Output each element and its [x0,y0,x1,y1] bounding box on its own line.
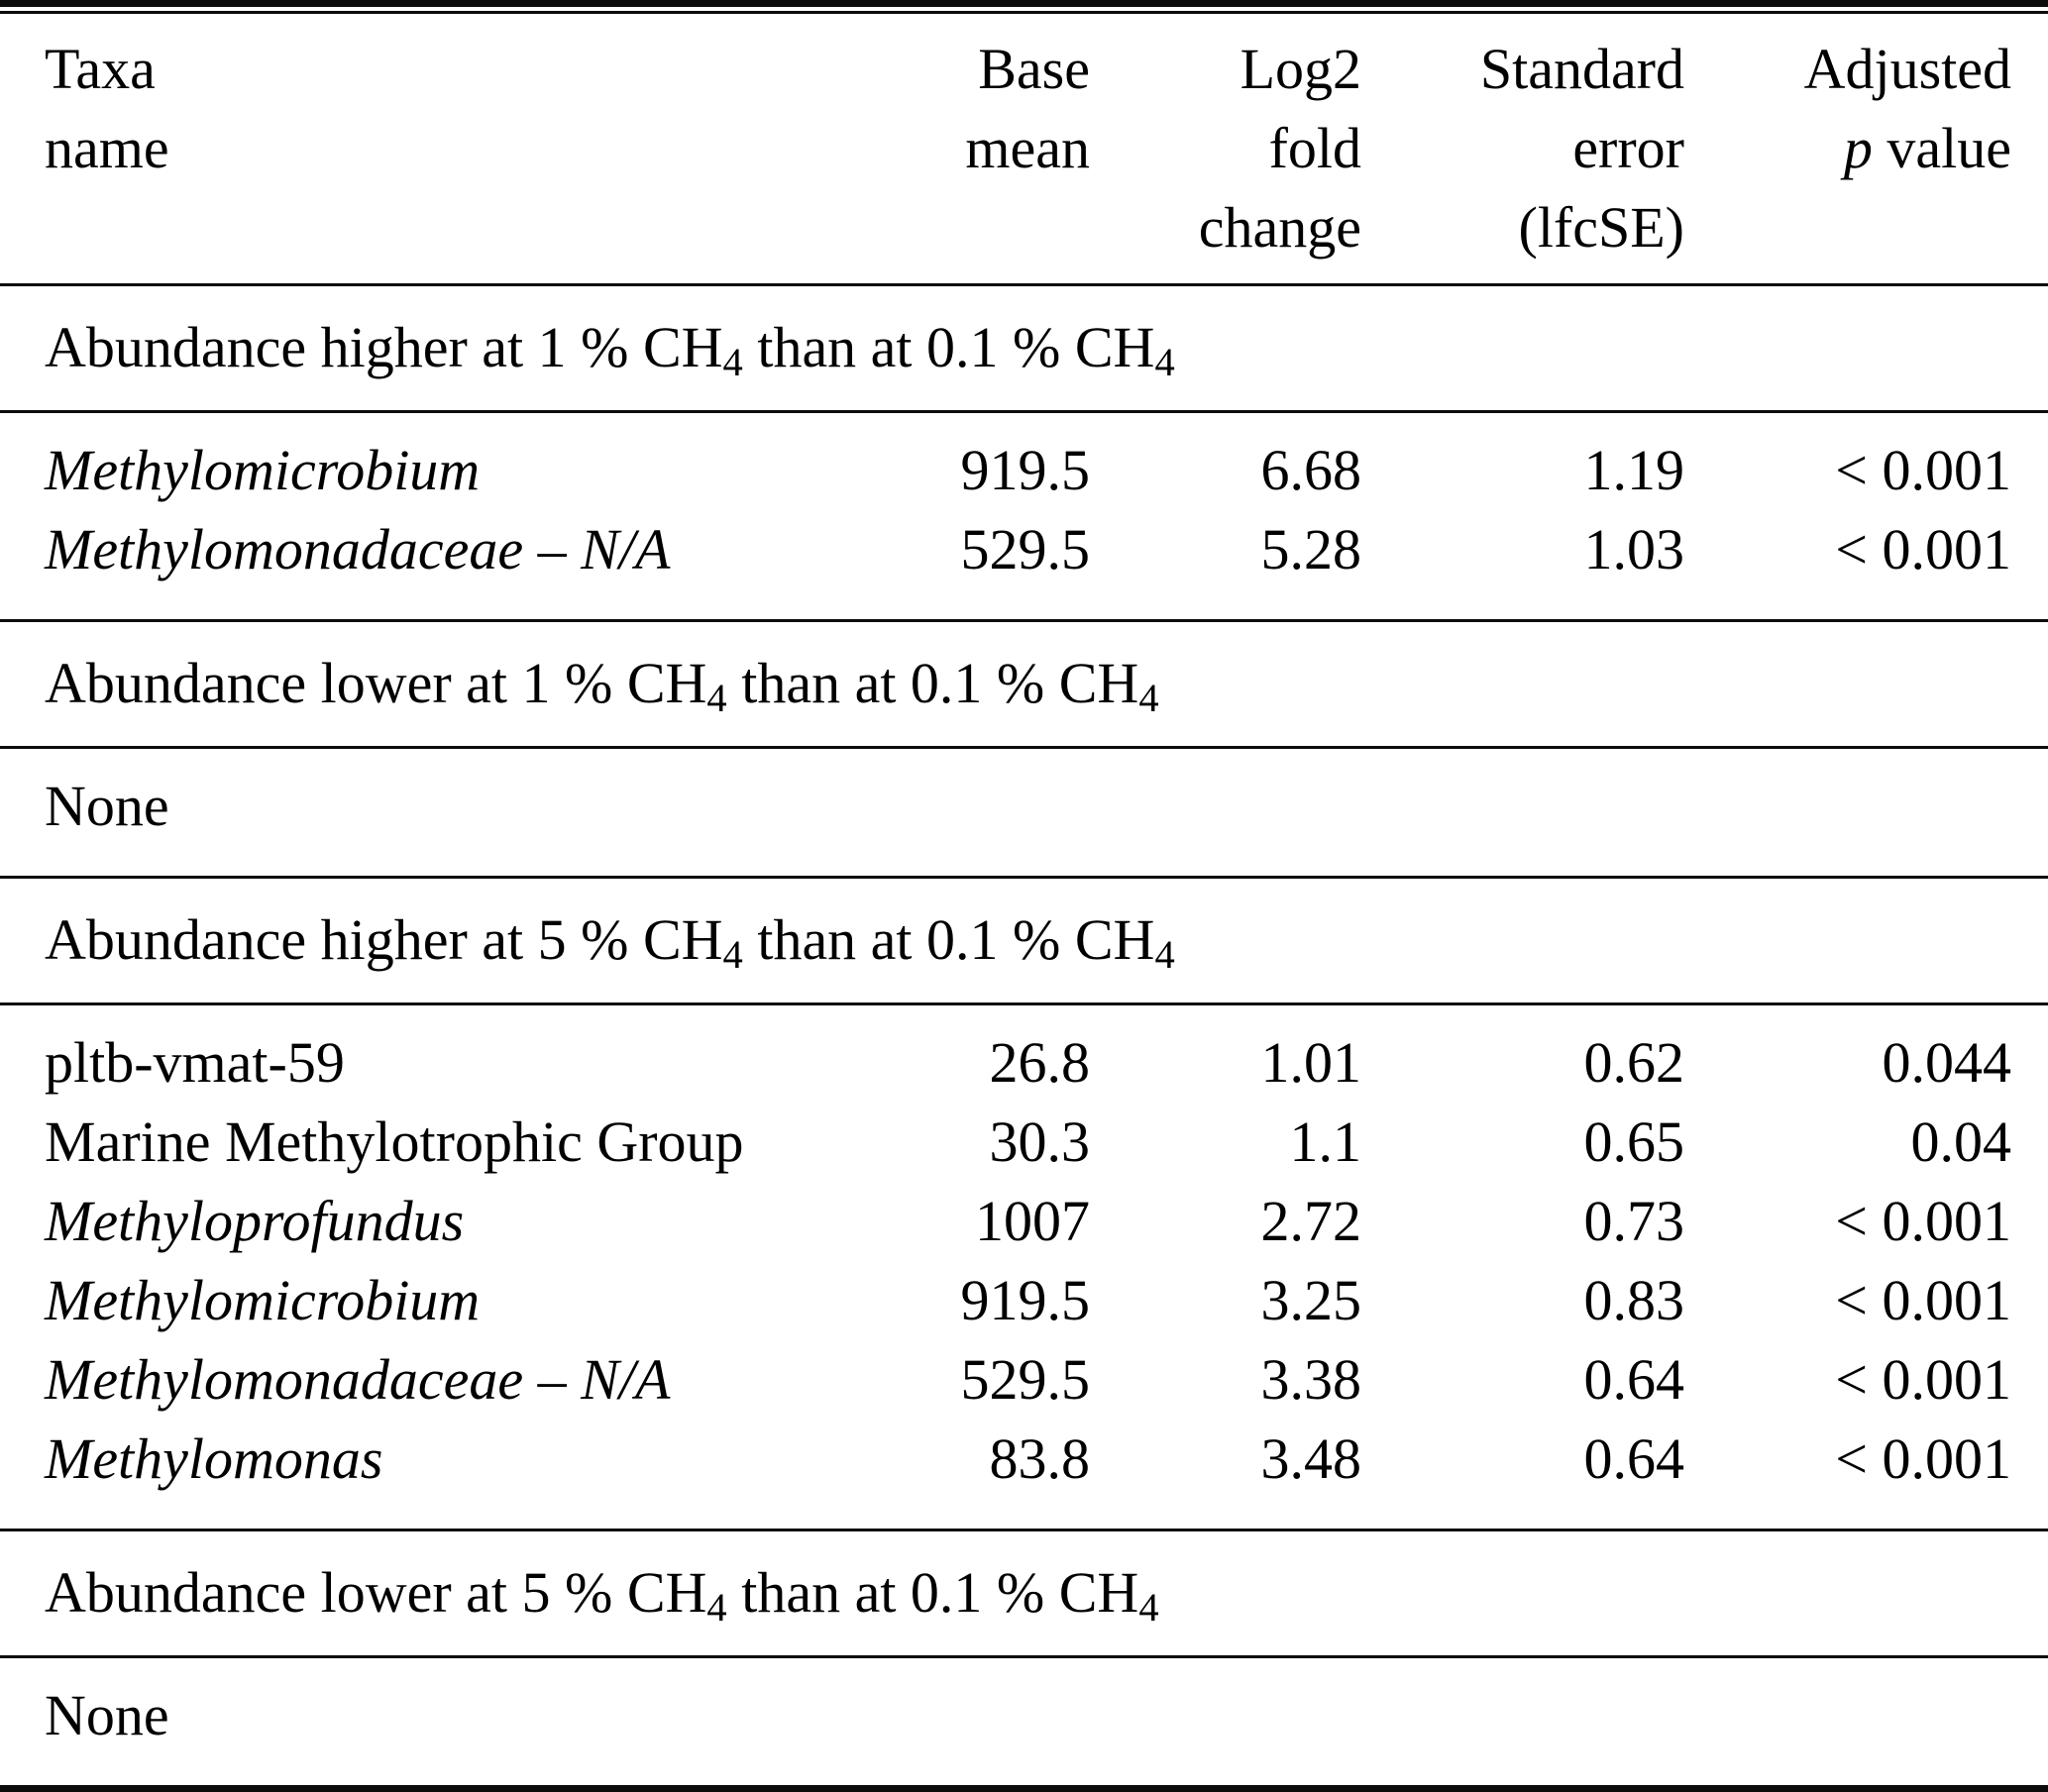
table-row: pltb-vmat-59 26.8 1.01 0.62 0.044 [0,1004,2048,1104]
section-header-1: Abundance lower at 1 % CH4 than at 0.1 %… [0,619,2048,749]
log2-fold-change-cell: 1.01 [1260,1030,1362,1095]
empty-row: None [0,1657,2048,1786]
base-mean-cell: 26.8 [989,1030,1091,1095]
base-mean-cell: 529.5 [960,517,1091,581]
log2-fold-change-cell: 3.48 [1260,1426,1362,1491]
taxa-name-cell: Methylomicrobium [45,438,481,502]
taxa-name-cell: Marine Methylotrophic Group [45,1109,744,1174]
column-header-log2-fold-change: Log2 fold change [1090,14,1361,286]
empty-row-text: None [45,1683,169,1747]
base-mean-cell: 1007 [975,1189,1090,1253]
standard-error-cell: 0.83 [1583,1268,1685,1332]
taxa-name-cell: Methylomonadaceae – N/A [45,517,671,581]
table-top-thick-rule [0,0,2048,7]
adjusted-p-value-cell: 0.04 [1910,1109,2012,1174]
log2-fold-change-cell: 2.72 [1260,1189,1362,1253]
adjusted-p-value-cell: < 0.001 [1835,517,2011,581]
adjusted-p-value-cell: 0.044 [1882,1030,2012,1095]
adjusted-p-value-cell: < 0.001 [1835,438,2011,502]
standard-error-cell: 0.62 [1583,1030,1685,1095]
header-row: Taxa name Base mean Log2 fold change Standard er… [0,14,2048,286]
section-header-3: Abundance lower at 5 % CH4 than at 0.1 %… [0,1528,2048,1658]
base-mean-cell: 30.3 [989,1109,1091,1174]
table-row: Methylomonadaceae – N/A 529.5 3.38 0.64 < 0.… [0,1340,2048,1420]
adjusted-p-value-cell: < 0.001 [1835,1189,2011,1253]
column-header-standard-error: Standard error (lfcSE) [1361,14,1684,286]
log2-fold-change-cell: 5.28 [1260,517,1362,581]
subscript-4: 4 [1154,931,1175,977]
section-rows-1: None [0,748,2048,878]
base-mean-cell: 83.8 [989,1426,1091,1491]
standard-error-cell: 0.64 [1583,1426,1685,1491]
log2-fold-change-cell: 3.25 [1260,1268,1362,1332]
adjusted-p-value-cell: < 0.001 [1835,1426,2011,1491]
adjusted-p-value-cell: < 0.001 [1835,1268,2011,1332]
section-label-row: Abundance higher at 5 % CH4 than at 0.1 … [0,876,2048,1005]
taxa-name-cell: pltb-vmat-59 [45,1030,345,1095]
section-label-row: Abundance lower at 5 % CH4 than at 0.1 %… [0,1528,2048,1658]
subscript-4: 4 [722,339,743,384]
table-row: Methyloprofundus 1007 2.72 0.73 < 0.001 [0,1182,2048,1261]
section-label-row: Abundance lower at 1 % CH4 than at 0.1 %… [0,619,2048,749]
section-rows-2: pltb-vmat-59 26.8 1.01 0.62 0.044 Marine Meth… [0,1004,2048,1530]
empty-row-text: None [45,774,169,838]
subscript-4: 4 [1138,675,1159,720]
table-header: Taxa name Base mean Log2 fold change Standard er… [0,14,2048,286]
base-mean-cell: 919.5 [960,1268,1091,1332]
table-top-thin-rule [0,11,2048,14]
section-label: Abundance lower at 1 % CH4 than at 0.1 %… [0,619,2048,749]
section-label: Abundance higher at 5 % CH4 than at 0.1 … [0,876,2048,1005]
section-rows-0: Methylomicrobium 919.5 6.68 1.19 < 0.001 Meth… [0,412,2048,621]
empty-row: None [0,748,2048,878]
table-row: Marine Methylotrophic Group 30.3 1.1 0.65 0.… [0,1103,2048,1182]
standard-error-cell: 1.03 [1583,517,1685,581]
standard-error-cell: 0.65 [1583,1109,1685,1174]
standard-error-cell: 0.64 [1583,1347,1685,1412]
base-mean-cell: 529.5 [960,1347,1091,1412]
log2-fold-change-cell: 6.68 [1260,438,1362,502]
table-row: Methylomicrobium 919.5 6.68 1.19 < 0.001 [0,412,2048,511]
log2-fold-change-cell: 3.38 [1260,1347,1362,1412]
subscript-4: 4 [1154,339,1175,384]
subscript-4: 4 [1138,1584,1159,1630]
taxa-name-cell: Methylomonas [45,1426,383,1491]
subscript-4: 4 [706,675,727,720]
log2-fold-change-cell: 1.1 [1289,1109,1362,1174]
taxa-name-cell: Methylomicrobium [45,1268,481,1332]
standard-error-cell: 1.19 [1583,438,1685,502]
base-mean-cell: 919.5 [960,438,1091,502]
column-header-adjusted-p-value: Adjusted p value [1684,14,2048,286]
section-label: Abundance lower at 5 % CH4 than at 0.1 %… [0,1528,2048,1658]
column-header-taxa-name: Taxa name [0,14,892,286]
table-row: Methylomonadaceae – N/A 529.5 5.28 1.03 < 0.… [0,510,2048,621]
differential-abundance-table: Taxa name Base mean Log2 fold change Standard er… [0,14,2048,1785]
taxa-name-cell: Methylomonadaceae – N/A [45,1347,671,1412]
section-label-row: Abundance higher at 1 % CH4 than at 0.1 … [0,283,2048,413]
column-header-base-mean: Base mean [892,14,1090,286]
table-bottom-thick-rule [0,1785,2048,1792]
taxa-name-cell: Methyloprofundus [45,1189,465,1253]
table-row: Methylomicrobium 919.5 3.25 0.83 < 0.001 [0,1261,2048,1340]
section-header-0: Abundance higher at 1 % CH4 than at 0.1 … [0,283,2048,413]
subscript-4: 4 [706,1584,727,1630]
standard-error-cell: 0.73 [1583,1189,1685,1253]
table-row: Methylomonas 83.8 3.48 0.64 < 0.001 [0,1420,2048,1530]
adjusted-p-value-cell: < 0.001 [1835,1347,2011,1412]
section-rows-3: None [0,1657,2048,1786]
section-label: Abundance higher at 1 % CH4 than at 0.1 … [0,283,2048,413]
section-header-2: Abundance higher at 5 % CH4 than at 0.1 … [0,876,2048,1005]
subscript-4: 4 [722,931,743,977]
